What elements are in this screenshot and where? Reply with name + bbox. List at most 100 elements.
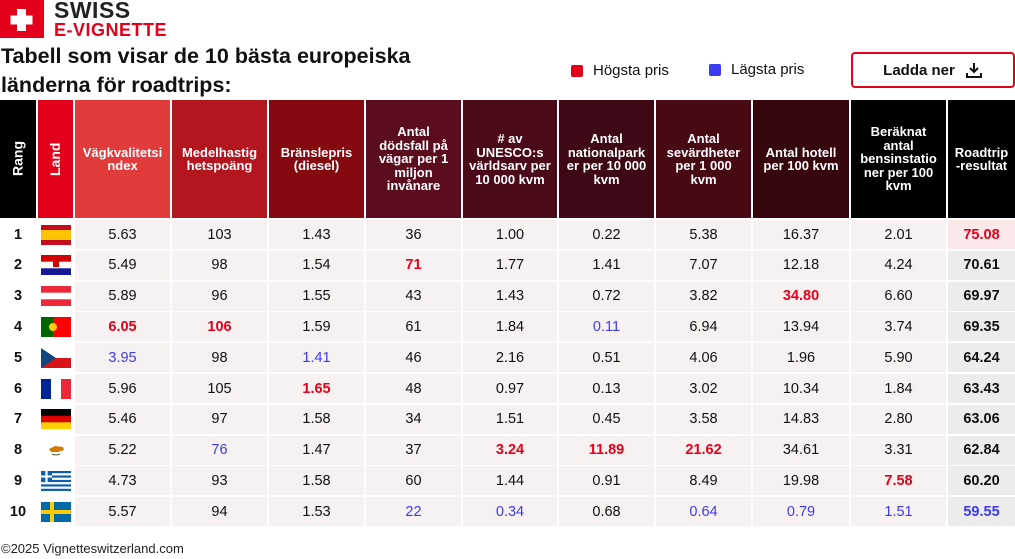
value-cell: 1.84: [851, 374, 946, 403]
value-cell: 103: [172, 220, 267, 249]
value-cell: 0.72: [559, 281, 654, 311]
value-cell: 1.84: [463, 312, 557, 342]
button-label: Ladda ner: [883, 61, 955, 79]
score-cell: 60.20: [948, 466, 1015, 496]
value-cell: 7.58: [851, 466, 946, 496]
value-cell: 98: [172, 343, 267, 373]
value-cell: 1.96: [753, 343, 849, 373]
legend-swatch: [709, 63, 721, 76]
flag-cell: [38, 312, 73, 342]
legend-item: Lägsta pris: [709, 61, 804, 78]
flag: [40, 224, 71, 245]
column-header: Bränslepris (diesel): [269, 100, 364, 218]
value-cell: 1.77: [463, 250, 557, 280]
value-cell: 4.73: [75, 466, 170, 496]
value-cell: 60: [366, 466, 461, 496]
value-cell: 96: [172, 281, 267, 311]
value-cell: 94: [172, 497, 267, 527]
value-cell: 0.79: [753, 497, 849, 527]
rank-cell: 2: [0, 250, 36, 280]
value-cell: 36: [366, 220, 461, 249]
flag: [40, 316, 71, 337]
value-cell: 1.51: [851, 497, 946, 527]
column-header: Medelhastighetspoäng: [172, 100, 267, 218]
value-cell: 34.80: [753, 281, 849, 311]
value-cell: 0.97: [463, 374, 557, 403]
value-cell: 19.98: [753, 466, 849, 496]
column-header: Antal sevärdheter per 1 000 kvm: [656, 100, 751, 218]
value-cell: 11.89: [559, 435, 654, 465]
rank-cell: 8: [0, 435, 36, 465]
value-cell: 46: [366, 343, 461, 373]
value-cell: 1.65: [269, 374, 364, 403]
logo-cross: [10, 9, 33, 31]
rank-cell: 9: [0, 466, 36, 496]
value-cell: 1.41: [269, 343, 364, 373]
value-cell: 3.74: [851, 312, 946, 342]
score-cell: 75.08: [948, 220, 1015, 249]
value-cell: 48: [366, 374, 461, 403]
value-cell: 0.13: [559, 374, 654, 403]
value-cell: 21.62: [656, 435, 751, 465]
flag: [40, 440, 71, 461]
flag-cell: [38, 435, 73, 465]
value-cell: 16.37: [753, 220, 849, 249]
score-cell: 69.35: [948, 312, 1015, 342]
value-cell: 1.47: [269, 435, 364, 465]
flag-cell: [38, 466, 73, 496]
value-cell: 3.24: [463, 435, 557, 465]
column-header: Antal dödsfall på vägar per 1 miljon inv…: [366, 100, 461, 218]
value-cell: 1.43: [463, 281, 557, 311]
rank-cell: 6: [0, 374, 36, 403]
value-cell: 0.64: [656, 497, 751, 527]
score-cell: 63.43: [948, 374, 1015, 403]
value-cell: 5.49: [75, 250, 170, 280]
logo-icon: [0, 0, 44, 38]
value-cell: 6.05: [75, 312, 170, 342]
rank-cell: 7: [0, 404, 36, 434]
value-cell: 14.83: [753, 404, 849, 434]
value-cell: 0.22: [559, 220, 654, 249]
value-cell: 2.16: [463, 343, 557, 373]
value-cell: 6.60: [851, 281, 946, 311]
value-cell: 5.46: [75, 404, 170, 434]
flag: [40, 286, 71, 307]
value-cell: 22: [366, 497, 461, 527]
value-cell: 8.49: [656, 466, 751, 496]
value-cell: 3.82: [656, 281, 751, 311]
score-cell: 59.55: [948, 497, 1015, 527]
column-header: Vägkvalitetsindex: [75, 100, 170, 218]
value-cell: 3.02: [656, 374, 751, 403]
rank-cell: 1: [0, 220, 36, 249]
download-button[interactable]: Ladda ner: [851, 52, 1015, 88]
column-header: Beräknat antal bensinstationer per 100 k…: [851, 100, 946, 218]
value-cell: 0.51: [559, 343, 654, 373]
value-cell: 10.34: [753, 374, 849, 403]
value-cell: 7.07: [656, 250, 751, 280]
value-cell: 1.53: [269, 497, 364, 527]
value-cell: 5.38: [656, 220, 751, 249]
value-cell: 71: [366, 250, 461, 280]
column-header: Antal nationalparker per 10 000 kvm: [559, 100, 654, 218]
flag-cell: [38, 220, 73, 249]
flag: [40, 378, 71, 399]
value-cell: 97: [172, 404, 267, 434]
title: Tabell som visar de 10 bästa europeiska …: [1, 44, 411, 97]
value-cell: 2.01: [851, 220, 946, 249]
value-cell: 6.94: [656, 312, 751, 342]
value-cell: 1.41: [559, 250, 654, 280]
column-header: Roadtrip-resultat: [948, 100, 1015, 218]
value-cell: 5.89: [75, 281, 170, 311]
column-header: Rang: [0, 100, 36, 218]
rank-cell: 4: [0, 312, 36, 342]
flag-cell: [38, 250, 73, 280]
value-cell: 4.24: [851, 250, 946, 280]
legend-swatch: [571, 64, 583, 77]
value-cell: 5.57: [75, 497, 170, 527]
value-cell: 12.18: [753, 250, 849, 280]
legend-label: Högsta pris: [593, 62, 669, 79]
value-cell: 3.58: [656, 404, 751, 434]
legend-item: Högsta pris: [571, 62, 669, 79]
value-cell: 5.90: [851, 343, 946, 373]
value-cell: 37: [366, 435, 461, 465]
